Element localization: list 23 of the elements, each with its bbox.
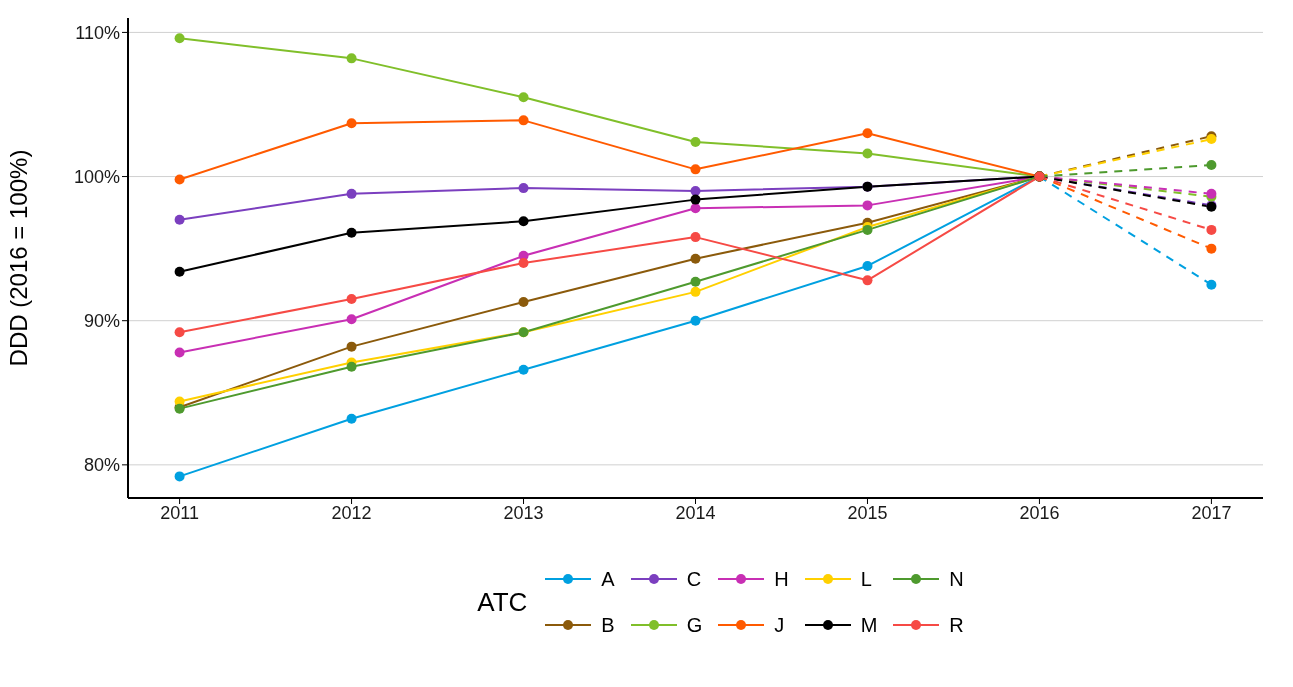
legend-label: M <box>860 613 878 637</box>
y-axis-title: DDD (2016 = 100%) <box>4 149 32 367</box>
legend-label: N <box>949 567 964 591</box>
x-tick-label: 2016 <box>1019 502 1060 523</box>
x-tick-label: 2012 <box>331 502 372 523</box>
legend-label: A <box>601 567 615 591</box>
legend-label: R <box>949 613 964 637</box>
y-tick-label: 90% <box>83 311 120 332</box>
legend-label: J <box>774 613 785 637</box>
x-tick-label: 2013 <box>503 502 544 523</box>
x-tick-label: 2015 <box>847 502 888 523</box>
y-tick-label: 100% <box>73 166 120 187</box>
legend-label: B <box>601 613 615 637</box>
x-tick-label: 2014 <box>675 502 716 523</box>
x-tick-label: 2017 <box>1191 502 1232 523</box>
y-tick-label: 80% <box>83 455 120 476</box>
x-tick-label: 2011 <box>160 502 199 523</box>
legend-label: L <box>860 567 872 591</box>
y-tick-label: 110% <box>75 22 120 43</box>
legend-label: G <box>686 613 703 637</box>
legend-label: H <box>774 567 789 591</box>
legend-title: ATC <box>477 586 528 618</box>
legend-label: C <box>686 567 702 591</box>
